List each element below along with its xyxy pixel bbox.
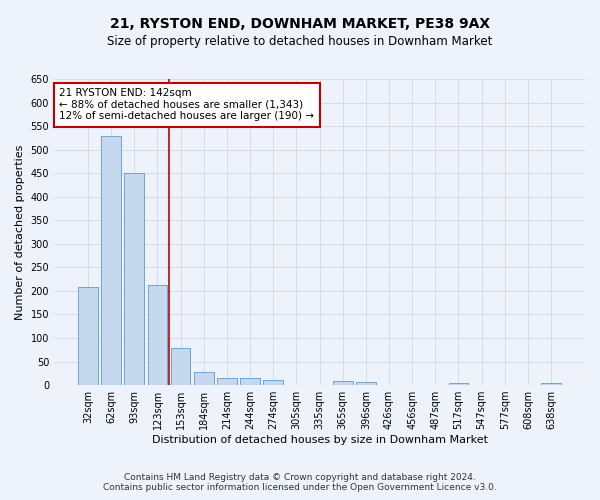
- Bar: [541, 382, 561, 385]
- Y-axis label: Number of detached properties: Number of detached properties: [15, 144, 25, 320]
- Bar: [101, 136, 121, 385]
- Bar: [148, 285, 167, 385]
- Bar: [78, 287, 98, 385]
- X-axis label: Distribution of detached houses by size in Downham Market: Distribution of detached houses by size …: [152, 435, 488, 445]
- Bar: [240, 378, 260, 385]
- Bar: [333, 382, 353, 385]
- Bar: [124, 173, 144, 385]
- Bar: [263, 380, 283, 385]
- Text: 21 RYSTON END: 142sqm
← 88% of detached houses are smaller (1,343)
12% of semi-d: 21 RYSTON END: 142sqm ← 88% of detached …: [59, 88, 314, 122]
- Bar: [217, 378, 237, 385]
- Text: Size of property relative to detached houses in Downham Market: Size of property relative to detached ho…: [107, 35, 493, 48]
- Bar: [449, 382, 468, 385]
- Bar: [194, 372, 214, 385]
- Text: 21, RYSTON END, DOWNHAM MARKET, PE38 9AX: 21, RYSTON END, DOWNHAM MARKET, PE38 9AX: [110, 18, 490, 32]
- Text: Contains HM Land Registry data © Crown copyright and database right 2024.
Contai: Contains HM Land Registry data © Crown c…: [103, 473, 497, 492]
- Bar: [356, 382, 376, 385]
- Bar: [171, 348, 190, 385]
